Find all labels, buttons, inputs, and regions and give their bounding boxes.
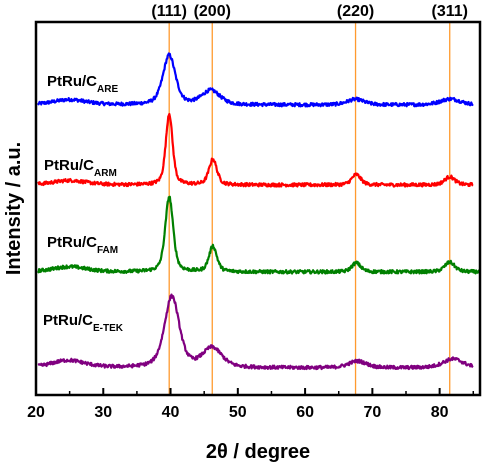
series-label-main: PtRu/C bbox=[43, 312, 93, 329]
y-axis-title: Intensity / a.u. bbox=[3, 142, 25, 275]
series-label-sub: FAM bbox=[97, 245, 118, 256]
series-label-sub: E-TEK bbox=[93, 323, 124, 334]
peak-label: (311) bbox=[431, 3, 467, 20]
reference-lines bbox=[168, 22, 451, 395]
series-line bbox=[37, 112, 474, 188]
x-tick-label: 70 bbox=[363, 404, 381, 421]
x-tick-label: 50 bbox=[229, 404, 247, 421]
series-label-main: PtRu/C bbox=[47, 73, 97, 90]
x-axis-title: 2θ / degree bbox=[206, 441, 310, 463]
series-label: PtRu/CARM bbox=[44, 157, 117, 179]
x-tick-label: 30 bbox=[94, 404, 112, 421]
series-label-main: PtRu/C bbox=[44, 157, 94, 174]
series-label: PtRu/CARE bbox=[47, 73, 118, 95]
peak-label: (111) bbox=[151, 3, 187, 20]
series-label: PtRu/CFAM bbox=[47, 234, 118, 256]
peak-labels: (111) (200) (220) (311) bbox=[151, 3, 468, 20]
x-tick-label: 20 bbox=[27, 404, 45, 421]
peak-label: (220) bbox=[337, 3, 374, 20]
x-axis-ticks: 20 30 40 50 60 70 80 bbox=[27, 388, 475, 421]
x-tick-label: 60 bbox=[296, 404, 314, 421]
x-tick-label: 40 bbox=[162, 404, 180, 421]
series-line bbox=[37, 52, 474, 108]
peak-label: (200) bbox=[194, 3, 231, 20]
plot-frame bbox=[34, 20, 482, 397]
series-lines bbox=[37, 52, 481, 371]
series-label-sub: ARE bbox=[97, 84, 118, 95]
series-label-main: PtRu/C bbox=[47, 234, 97, 251]
series-line bbox=[37, 195, 481, 275]
x-tick-label: 80 bbox=[431, 404, 449, 421]
series-label-sub: ARM bbox=[94, 168, 117, 179]
series-line bbox=[37, 293, 474, 371]
series-label: PtRu/CE-TEK bbox=[43, 312, 124, 334]
